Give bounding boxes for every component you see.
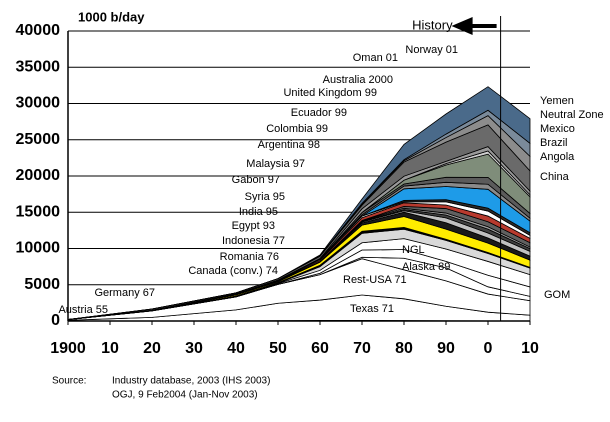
series-label: Norway 01 [405, 44, 458, 56]
source-label: Source: [52, 376, 86, 387]
series-label: Colombia 99 [266, 123, 328, 135]
x-tick-label: 70 [353, 340, 371, 357]
series-label: United Kingdom 99 [283, 87, 377, 99]
series-label: Ecuador 99 [291, 107, 347, 119]
y-tick-label: 0 [51, 312, 60, 329]
series-label: Gabon 97 [232, 174, 280, 186]
y-tick-label: 20000 [16, 167, 61, 184]
y-tick-label: 15000 [16, 203, 61, 220]
series-label: Argentina 98 [258, 139, 320, 151]
series-label: NGL [402, 244, 425, 256]
series-label: Germany 67 [94, 287, 155, 299]
source-line: OGJ, 9 Feb2004 (Jan-Nov 2003) [112, 390, 258, 401]
x-tick-label: 80 [395, 340, 413, 357]
series-label: Yemen [540, 95, 574, 107]
series-label: Egypt 93 [232, 220, 275, 232]
x-tick-label: 20 [143, 340, 161, 357]
history-label: History [412, 17, 453, 32]
series-label: Romania 76 [220, 251, 279, 263]
series-label: GOM [544, 289, 570, 301]
series-label: Brazil [540, 137, 568, 149]
series-label: Angola [540, 151, 575, 163]
series-label: Neutral Zone [540, 109, 604, 121]
x-tick-label: 30 [185, 340, 203, 357]
x-tick-label: 40 [227, 340, 245, 357]
series-label: Rest-USA 71 [343, 274, 407, 286]
series-label: Oman 01 [353, 52, 398, 64]
series-label: Austria 55 [58, 304, 108, 316]
series-label: Canada (conv.) 74 [188, 265, 278, 277]
y-tick-label: 5000 [24, 276, 60, 293]
series-label: Mexico [540, 123, 575, 135]
series-label: Indonesia 77 [222, 235, 285, 247]
history-arrow [451, 16, 497, 36]
x-tick-label: 10 [101, 340, 119, 357]
x-tick-label: 60 [311, 340, 329, 357]
series-label: Malaysia 97 [246, 158, 305, 170]
x-tick-label: 10 [521, 340, 539, 357]
series-label: China [540, 171, 570, 183]
y-tick-label: 30000 [16, 95, 61, 112]
x-tick-label: 1900 [50, 340, 86, 357]
series-label: Syria 95 [245, 191, 285, 203]
series-label: Australia 2000 [323, 74, 393, 86]
series-label: Alaska 89 [402, 261, 450, 273]
source-line: Industry database, 2003 (IHS 2003) [112, 376, 270, 387]
series-label: India 95 [239, 206, 278, 218]
series-label: Texas 71 [350, 303, 394, 315]
x-tick-label: 50 [269, 340, 287, 357]
y-tick-label: 40000 [16, 22, 61, 39]
y-tick-label: 10000 [16, 240, 61, 257]
y-axis-label: 1000 b/day [78, 9, 145, 24]
area [67, 86, 531, 320]
x-tick-label: 0 [484, 340, 493, 357]
x-tick-label: 90 [437, 340, 455, 357]
y-tick-label: 25000 [16, 131, 61, 148]
y-tick-label: 35000 [16, 58, 61, 75]
